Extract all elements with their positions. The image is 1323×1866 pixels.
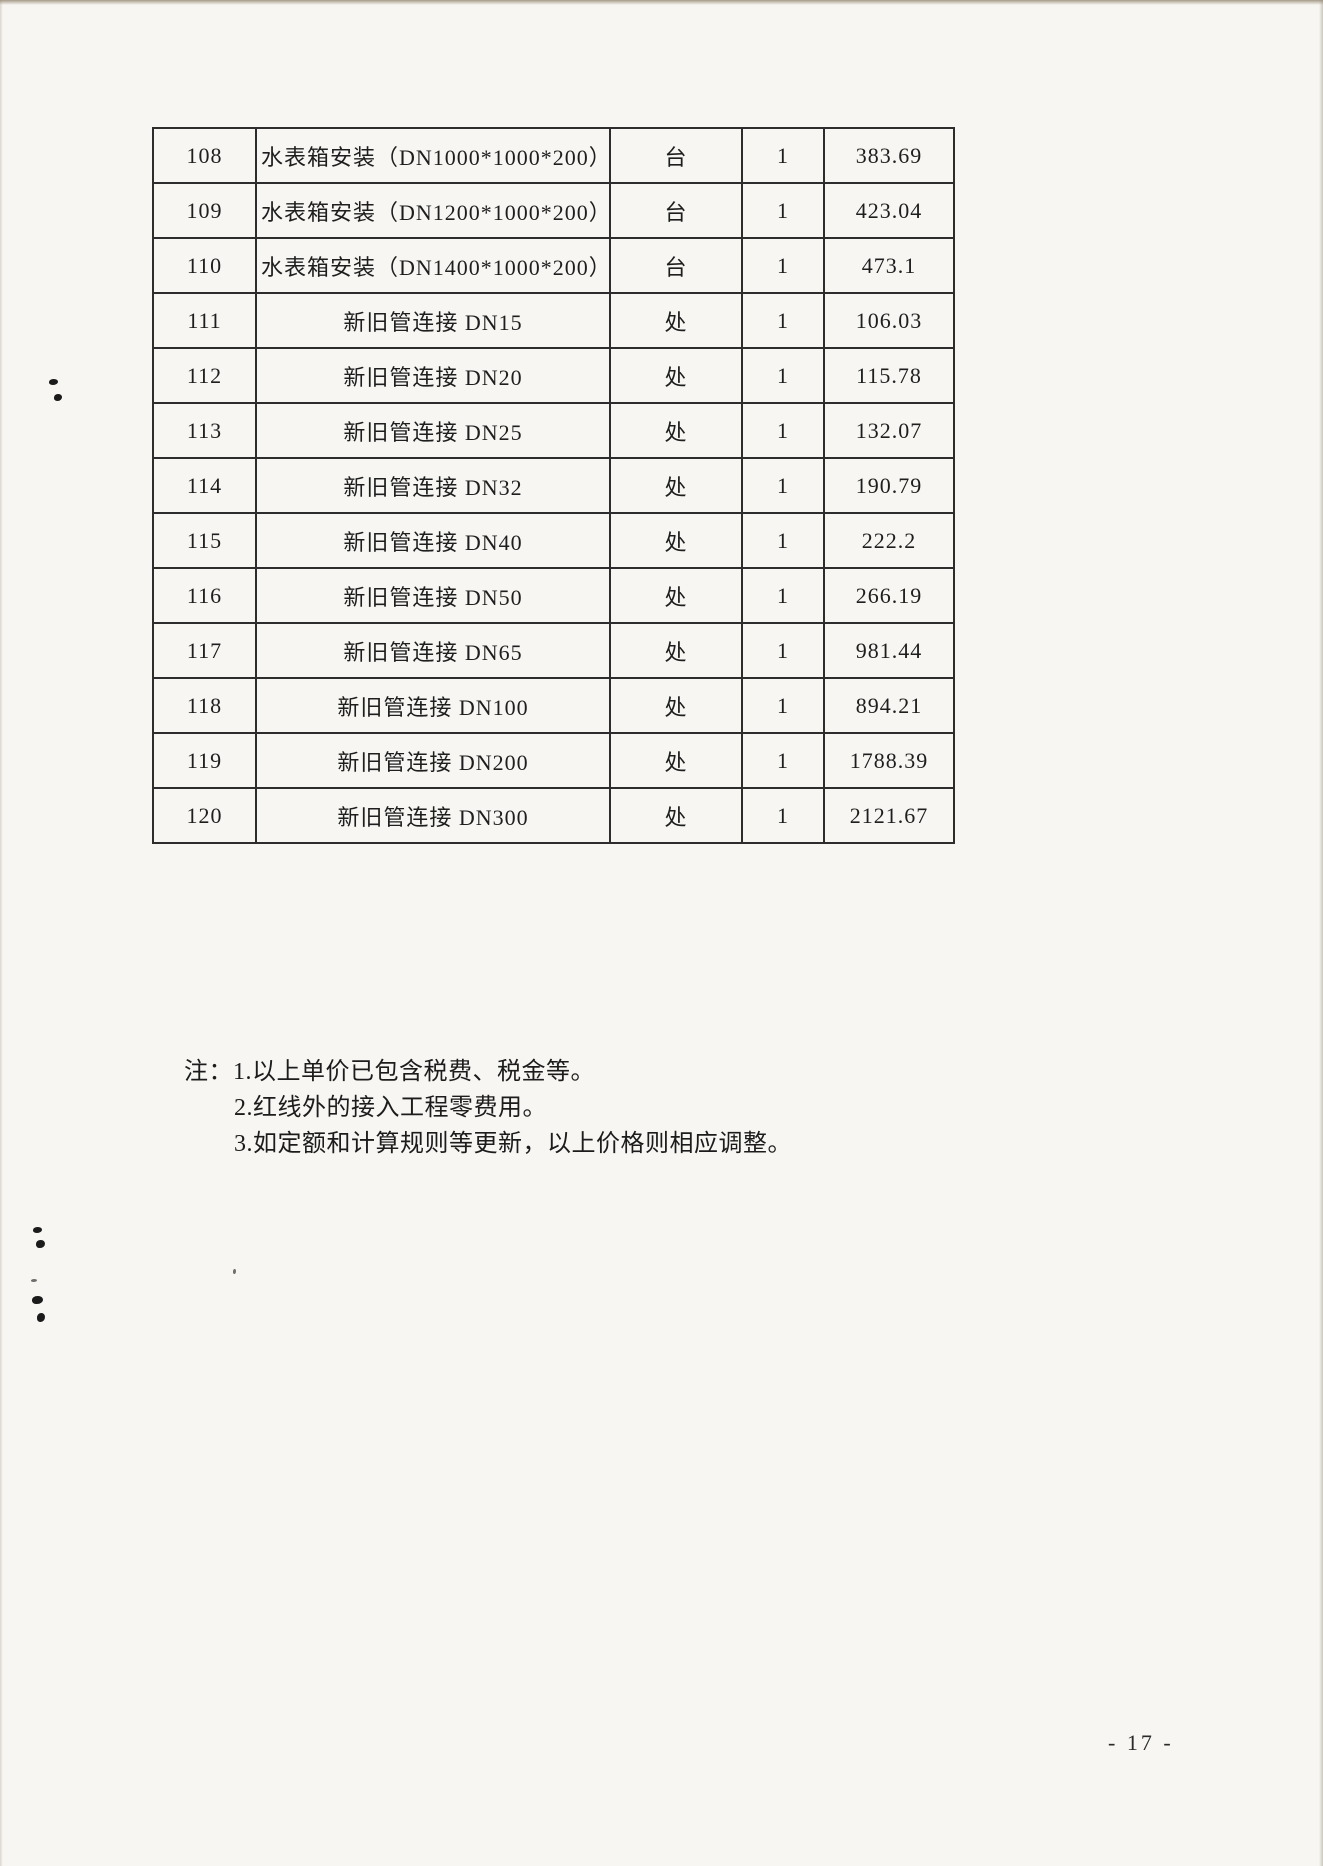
row-number-cell: 116 <box>152 567 257 624</box>
table-row: 120 新旧管连接 DN300 处 1 2121.67 <box>152 787 955 844</box>
item-description-cell: 新旧管连接 DN40 <box>255 512 611 569</box>
price-table-body: 108 水表箱安装（DN1000*1000*200） 台 1 383.69 10… <box>152 127 955 844</box>
item-description-cell: 新旧管连接 DN65 <box>255 622 611 679</box>
note-line-2: 2.红线外的接入工程零费用。 <box>234 1095 547 1121</box>
table-row: 108 水表箱安装（DN1000*1000*200） 台 1 383.69 <box>152 127 955 184</box>
price-cell: 190.79 <box>823 457 955 514</box>
quantity-cell: 1 <box>741 237 825 294</box>
ink-mark <box>49 379 58 385</box>
quantity-cell: 1 <box>741 567 825 624</box>
unit-cell: 处 <box>609 567 743 624</box>
row-number-cell: 117 <box>152 622 257 679</box>
notes-prefix: 注： <box>184 1059 233 1085</box>
quantity-cell: 1 <box>741 512 825 569</box>
table-row: 113 新旧管连接 DN25 处 1 132.07 <box>152 402 955 459</box>
table-row: 109 水表箱安装（DN1200*1000*200） 台 1 423.04 <box>152 182 955 239</box>
notes-section: 注：1.以上单价已包含税费、税金等。 2.红线外的接入工程零费用。 3.如定额和… <box>184 1054 792 1162</box>
unit-cell: 处 <box>609 677 743 734</box>
item-description-cell: 新旧管连接 DN20 <box>255 347 611 404</box>
item-description-cell: 新旧管连接 DN25 <box>255 402 611 459</box>
row-number-cell: 119 <box>152 732 257 789</box>
unit-cell: 处 <box>609 512 743 569</box>
note-line-1: 注：1.以上单价已包含税费、税金等。 <box>184 1054 792 1090</box>
row-number-cell: 112 <box>152 347 257 404</box>
price-cell: 383.69 <box>823 127 955 184</box>
ink-mark <box>37 1313 45 1322</box>
price-cell: 106.03 <box>823 292 955 349</box>
row-number-cell: 108 <box>152 127 257 184</box>
price-cell: 1788.39 <box>823 732 955 789</box>
ink-mark <box>36 1240 45 1248</box>
unit-cell: 处 <box>609 622 743 679</box>
item-description-cell: 新旧管连接 DN100 <box>255 677 611 734</box>
item-description-cell: 新旧管连接 DN50 <box>255 567 611 624</box>
item-description-cell: 水表箱安装（DN1400*1000*200） <box>255 237 611 294</box>
ink-mark <box>32 1296 43 1304</box>
quantity-cell: 1 <box>741 787 825 844</box>
note-item-1: 1.以上单价已包含税费、税金等。 <box>233 1059 595 1085</box>
table-row: 118 新旧管连接 DN100 处 1 894.21 <box>152 677 955 734</box>
table-row: 116 新旧管连接 DN50 处 1 266.19 <box>152 567 955 624</box>
item-description-cell: 新旧管连接 DN15 <box>255 292 611 349</box>
price-cell: 894.21 <box>823 677 955 734</box>
quantity-cell: 1 <box>741 292 825 349</box>
row-number-cell: 114 <box>152 457 257 514</box>
note-line-3: 3.如定额和计算规则等更新，以上价格则相应调整。 <box>234 1131 792 1157</box>
unit-cell: 处 <box>609 787 743 844</box>
scan-edge-top <box>0 0 1323 5</box>
quantity-cell: 1 <box>741 457 825 514</box>
price-table: 108 水表箱安装（DN1000*1000*200） 台 1 383.69 10… <box>152 127 955 844</box>
unit-cell: 处 <box>609 292 743 349</box>
price-cell: 473.1 <box>823 237 955 294</box>
price-cell: 2121.67 <box>823 787 955 844</box>
price-cell: 222.2 <box>823 512 955 569</box>
item-description-cell: 新旧管连接 DN300 <box>255 787 611 844</box>
quantity-cell: 1 <box>741 622 825 679</box>
item-description-cell: 新旧管连接 DN200 <box>255 732 611 789</box>
quantity-cell: 1 <box>741 127 825 184</box>
unit-cell: 处 <box>609 347 743 404</box>
row-number-cell: 115 <box>152 512 257 569</box>
scan-edge-left <box>0 0 3 1866</box>
table-row: 115 新旧管连接 DN40 处 1 222.2 <box>152 512 955 569</box>
unit-cell: 台 <box>609 182 743 239</box>
ink-mark <box>33 1227 42 1233</box>
table-row: 110 水表箱安装（DN1400*1000*200） 台 1 473.1 <box>152 237 955 294</box>
price-cell: 115.78 <box>823 347 955 404</box>
price-cell: 266.19 <box>823 567 955 624</box>
ink-mark <box>233 1269 236 1274</box>
quantity-cell: 1 <box>741 677 825 734</box>
unit-cell: 台 <box>609 237 743 294</box>
table-row: 111 新旧管连接 DN15 处 1 106.03 <box>152 292 955 349</box>
row-number-cell: 118 <box>152 677 257 734</box>
row-number-cell: 109 <box>152 182 257 239</box>
item-description-cell: 水表箱安装（DN1200*1000*200） <box>255 182 611 239</box>
ink-mark <box>31 1279 37 1282</box>
row-number-cell: 113 <box>152 402 257 459</box>
row-number-cell: 111 <box>152 292 257 349</box>
quantity-cell: 1 <box>741 347 825 404</box>
unit-cell: 台 <box>609 127 743 184</box>
table-row: 117 新旧管连接 DN65 处 1 981.44 <box>152 622 955 679</box>
unit-cell: 处 <box>609 457 743 514</box>
price-cell: 981.44 <box>823 622 955 679</box>
price-cell: 423.04 <box>823 182 955 239</box>
table-row: 114 新旧管连接 DN32 处 1 190.79 <box>152 457 955 514</box>
quantity-cell: 1 <box>741 732 825 789</box>
table-row: 119 新旧管连接 DN200 处 1 1788.39 <box>152 732 955 789</box>
unit-cell: 处 <box>609 732 743 789</box>
table-row: 112 新旧管连接 DN20 处 1 115.78 <box>152 347 955 404</box>
scan-edge-right <box>1319 0 1323 1866</box>
unit-cell: 处 <box>609 402 743 459</box>
row-number-cell: 110 <box>152 237 257 294</box>
item-description-cell: 新旧管连接 DN32 <box>255 457 611 514</box>
item-description-cell: 水表箱安装（DN1000*1000*200） <box>255 127 611 184</box>
quantity-cell: 1 <box>741 182 825 239</box>
quantity-cell: 1 <box>741 402 825 459</box>
page-number: - 17 - <box>1108 1730 1174 1755</box>
price-cell: 132.07 <box>823 402 955 459</box>
row-number-cell: 120 <box>152 787 257 844</box>
ink-mark <box>54 394 62 401</box>
